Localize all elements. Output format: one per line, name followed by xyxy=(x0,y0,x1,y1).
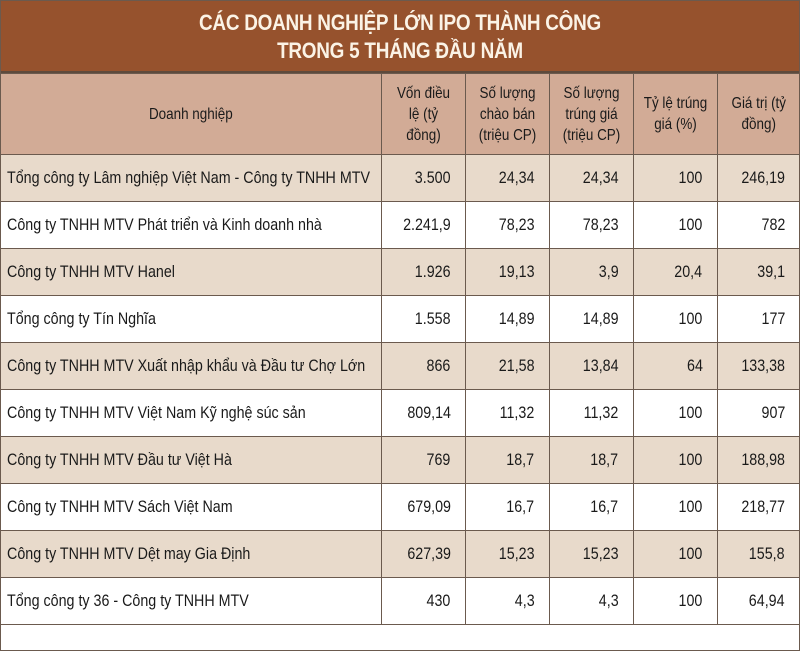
cell-value: 64,94 xyxy=(716,577,799,625)
cell-shares-offered: 14,89 xyxy=(464,295,550,343)
title-line-1: CÁC DOANH NGHIỆP LỚN IPO THÀNH CÔNG xyxy=(199,10,601,35)
cell-value: 133,38 xyxy=(716,342,799,390)
cell-shares-sold: 15,23 xyxy=(548,530,634,578)
header-success-rate: Tỷ lệ trúng giá (%) xyxy=(632,73,718,155)
cell-success-rate: 100 xyxy=(632,577,718,625)
cell-shares-offered: 18,7 xyxy=(464,436,550,484)
cell-company-name: Tổng công ty Tín Nghĩa xyxy=(1,295,382,343)
table-row: Công ty TNHH MTV Hanel 1.926 19,13 3,9 20,4 3… xyxy=(1,248,799,296)
cell-company-name: Công ty TNHH MTV Xuất nhập khẩu và Đầu t… xyxy=(1,342,382,390)
table-row: Công ty TNHH MTV Đầu tư Việt Hà 769 18,7 18… xyxy=(1,436,799,484)
cell-shares-sold: 3,9 xyxy=(548,248,634,296)
cell-charter-capital: 679,09 xyxy=(380,483,466,531)
header-shares-offered: Số lượng chào bán (triệu CP) xyxy=(464,73,550,155)
cell-shares-offered: 24,34 xyxy=(464,154,550,202)
table-row: Công ty TNHH MTV Xuất nhập khẩu và Đầu t… xyxy=(1,342,799,390)
cell-shares-offered: 16,7 xyxy=(464,483,550,531)
cell-company-name: Công ty TNHH MTV Sách Việt Nam xyxy=(1,483,382,531)
cell-company-name: Công ty TNHH MTV Dệt may Gia Định xyxy=(1,530,382,578)
cell-charter-capital: 2.241,9 xyxy=(380,201,466,249)
cell-value: 155,8 xyxy=(716,530,799,578)
cell-shares-sold: 78,23 xyxy=(548,201,634,249)
table-row: Công ty TNHH MTV Việt Nam Kỹ nghệ súc sả… xyxy=(1,389,799,437)
cell-success-rate: 100 xyxy=(632,154,718,202)
cell-charter-capital: 430 xyxy=(380,577,466,625)
cell-charter-capital: 809,14 xyxy=(380,389,466,437)
cell-success-rate: 64 xyxy=(632,342,718,390)
table-row: Tổng công ty 36 - Công ty TNHH MTV 430 4,3… xyxy=(1,577,799,625)
cell-shares-offered: 4,3 xyxy=(464,577,550,625)
cell-charter-capital: 1.558 xyxy=(380,295,466,343)
cell-shares-sold: 24,34 xyxy=(548,154,634,202)
header-company: Doanh nghiệp xyxy=(1,73,382,155)
table-row: Công ty TNHH MTV Sách Việt Nam 679,09 16,7… xyxy=(1,483,799,531)
header-shares-sold: Số lượng trúng giá (triệu CP) xyxy=(548,73,634,155)
cell-value: 782 xyxy=(716,201,799,249)
cell-shares-sold: 16,7 xyxy=(548,483,634,531)
cell-company-name: Công ty TNHH MTV Hanel xyxy=(1,248,382,296)
cell-value: 188,98 xyxy=(716,436,799,484)
header-value: Giá trị (tỷ đồng) xyxy=(716,73,799,155)
header-charter-capital: Vốn điều lệ (tỷ đồng) xyxy=(380,73,466,155)
cell-success-rate: 100 xyxy=(632,201,718,249)
cell-charter-capital: 1.926 xyxy=(380,248,466,296)
cell-company-name: Công ty TNHH MTV Phát triển và Kinh doan… xyxy=(1,201,382,249)
cell-company-name: Tổng công ty 36 - Công ty TNHH MTV xyxy=(1,577,382,625)
cell-company-name: Công ty TNHH MTV Đầu tư Việt Hà xyxy=(1,436,382,484)
cell-shares-offered: 11,32 xyxy=(464,389,550,437)
cell-success-rate: 100 xyxy=(632,483,718,531)
cell-charter-capital: 3.500 xyxy=(380,154,466,202)
cell-charter-capital: 769 xyxy=(380,436,466,484)
cell-value: 177 xyxy=(716,295,799,343)
cell-value: 39,1 xyxy=(716,248,799,296)
cell-shares-offered: 15,23 xyxy=(464,530,550,578)
cell-shares-offered: 19,13 xyxy=(464,248,550,296)
cell-success-rate: 100 xyxy=(632,530,718,578)
cell-shares-offered: 78,23 xyxy=(464,201,550,249)
cell-value: 218,77 xyxy=(716,483,799,531)
cell-success-rate: 100 xyxy=(632,436,718,484)
cell-shares-sold: 11,32 xyxy=(548,389,634,437)
cell-company-name: Công ty TNHH MTV Việt Nam Kỹ nghệ súc sả… xyxy=(1,389,382,437)
cell-success-rate: 100 xyxy=(632,389,718,437)
header-row: Doanh nghiệp Vốn điều lệ (tỷ đồng) Số lư… xyxy=(1,73,799,155)
cell-shares-sold: 18,7 xyxy=(548,436,634,484)
ipo-table: Doanh nghiệp Vốn điều lệ (tỷ đồng) Số lư… xyxy=(1,73,799,625)
cell-charter-capital: 866 xyxy=(380,342,466,390)
table-row: Tổng công ty Lâm nghiệp Việt Nam - Công … xyxy=(1,154,799,202)
cell-success-rate: 20,4 xyxy=(632,248,718,296)
cell-charter-capital: 627,39 xyxy=(380,530,466,578)
cell-shares-sold: 13,84 xyxy=(548,342,634,390)
table-row: Tổng công ty Tín Nghĩa 1.558 14,89 14,89 100… xyxy=(1,295,799,343)
cell-company-name: Tổng công ty Lâm nghiệp Việt Nam - Công … xyxy=(1,154,382,202)
table-row: Công ty TNHH MTV Dệt may Gia Định 627,39 1… xyxy=(1,530,799,578)
cell-value: 907 xyxy=(716,389,799,437)
cell-shares-sold: 14,89 xyxy=(548,295,634,343)
cell-value: 246,19 xyxy=(716,154,799,202)
table-row: Công ty TNHH MTV Phát triển và Kinh doan… xyxy=(1,201,799,249)
table-title: CÁC DOANH NGHIỆP LỚN IPO THÀNH CÔNG TRON… xyxy=(1,1,799,73)
cell-shares-sold: 4,3 xyxy=(548,577,634,625)
cell-success-rate: 100 xyxy=(632,295,718,343)
title-line-2: TRONG 5 THÁNG ĐẦU NĂM xyxy=(277,38,523,63)
cell-shares-offered: 21,58 xyxy=(464,342,550,390)
